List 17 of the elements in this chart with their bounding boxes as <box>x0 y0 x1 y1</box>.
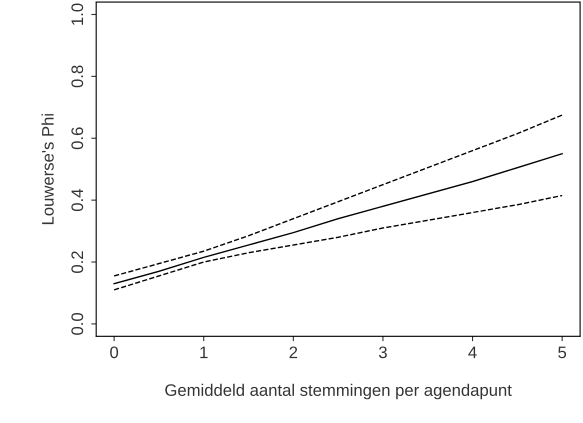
x-tick-label: 5 <box>558 346 566 358</box>
x-tick-label: 0 <box>110 346 118 358</box>
y-tick-label: 0.4 <box>71 189 84 212</box>
y-axis-title: Louwerse's Phi <box>42 114 54 224</box>
y-tick-label: 1.0 <box>71 4 84 25</box>
line-series <box>113 114 563 277</box>
x-axis-title: Gemiddeld aantal stemmingen per agendapunt <box>165 384 512 400</box>
line-series <box>113 194 563 291</box>
x-tick-label: 2 <box>290 346 298 358</box>
y-tick-label: 0.2 <box>71 251 84 273</box>
x-tick-label: 3 <box>378 346 387 358</box>
x-tick-label: 4 <box>468 346 477 358</box>
y-tick-label: 0.6 <box>71 127 84 150</box>
y-tick-label: 0.8 <box>71 66 84 88</box>
line-series <box>113 153 563 284</box>
x-tick-label: 1 <box>200 346 208 358</box>
y-tick-label: 0.0 <box>71 312 84 335</box>
